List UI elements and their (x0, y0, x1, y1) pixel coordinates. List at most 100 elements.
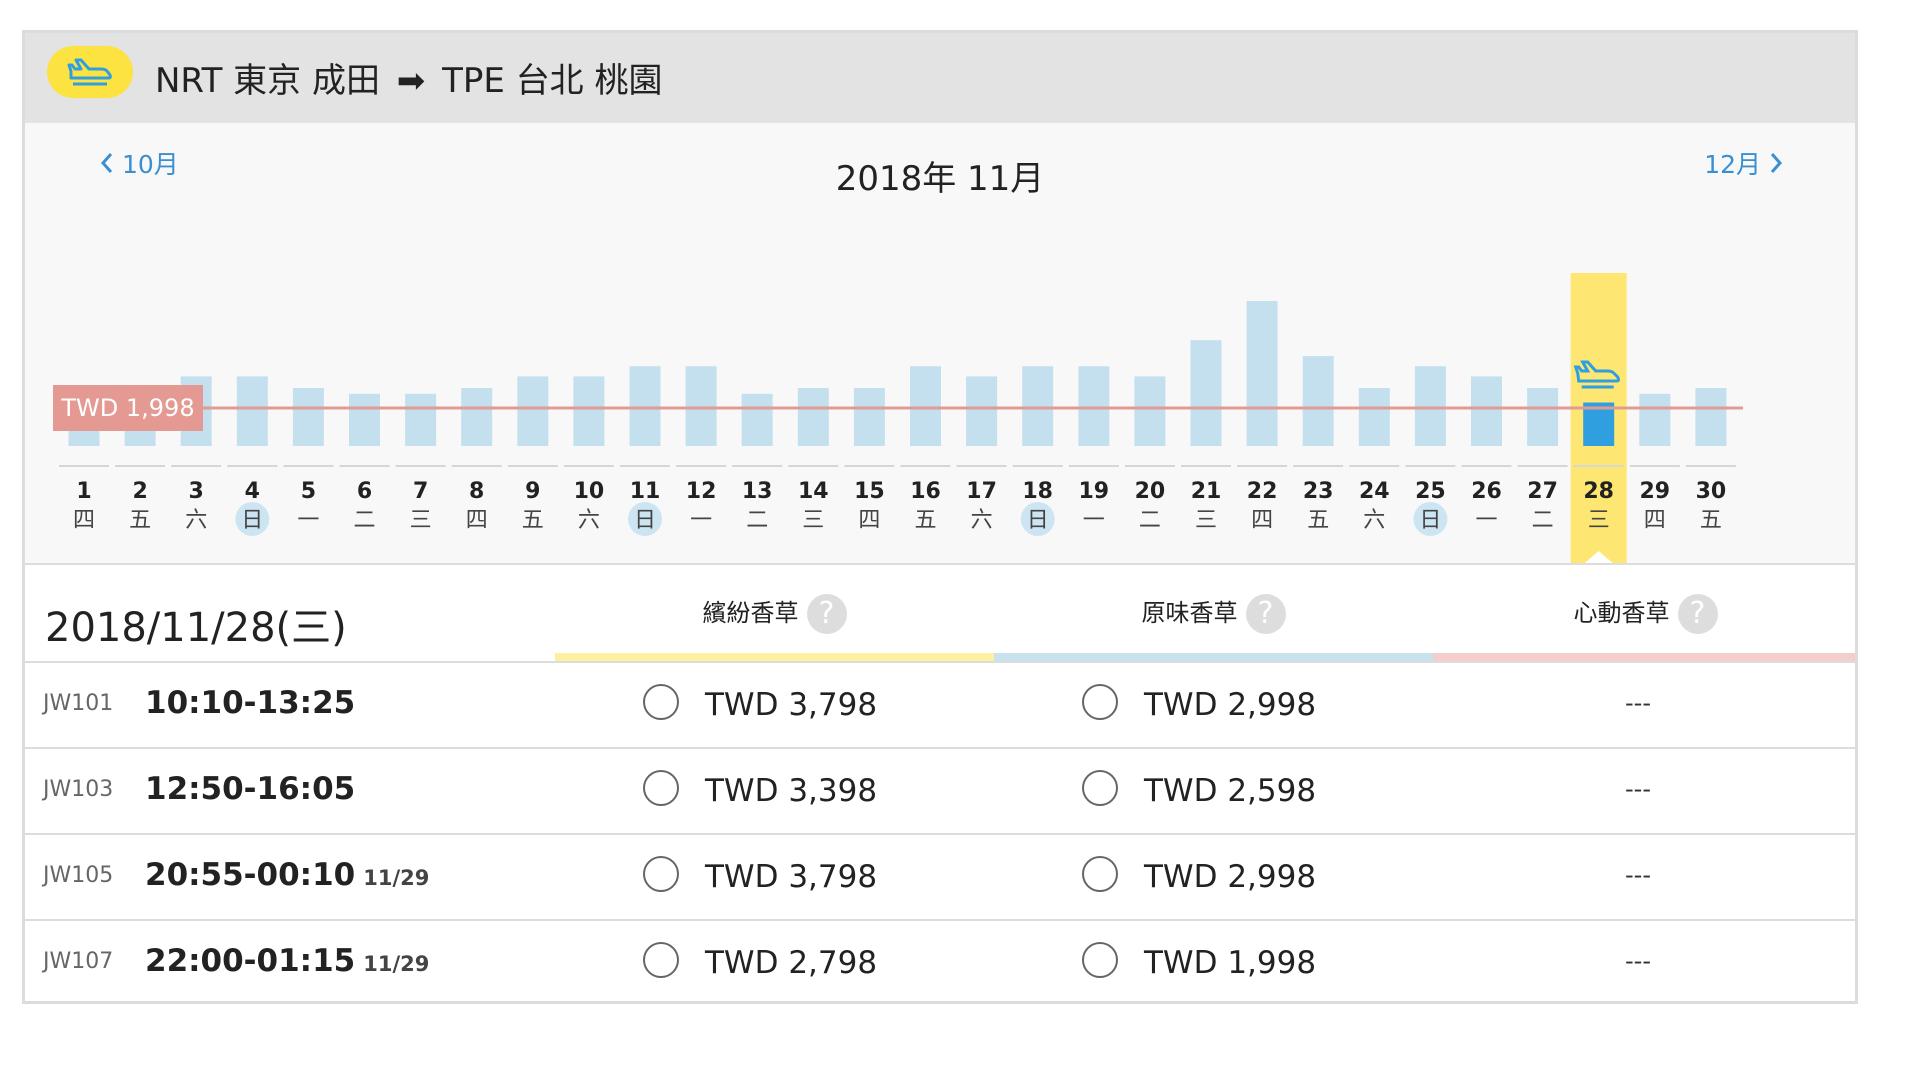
day-number: 1 (76, 479, 91, 504)
weekday-label: 四 (858, 508, 880, 533)
day-number: 26 (1471, 479, 1502, 504)
price-bar[interactable] (797, 388, 829, 446)
fare-price: TWD 2,998 (1144, 859, 1317, 895)
weekday-label: 日 (241, 508, 263, 533)
price-bar[interactable] (349, 393, 380, 446)
month-title: 2018年 11月 (835, 159, 1045, 199)
help-icon[interactable]: ? (806, 594, 847, 634)
price-bar[interactable] (1414, 366, 1446, 446)
day-number: 9 (525, 479, 540, 504)
prev-month-button[interactable]: 10月 (100, 145, 179, 181)
fare-radio[interactable] (1082, 684, 1118, 720)
weekday-label: 日 (1419, 508, 1441, 533)
price-bar[interactable] (1639, 393, 1671, 446)
fare-type-underline (1433, 653, 1855, 661)
price-bar[interactable] (1471, 376, 1502, 446)
price-bar[interactable] (966, 376, 998, 446)
fare-radio[interactable] (643, 770, 679, 806)
weekday-label: 六 (1363, 508, 1385, 533)
fare-radio[interactable] (1082, 942, 1118, 978)
day-number: 2 (132, 479, 147, 504)
next-month-button[interactable]: 12月 (1704, 145, 1783, 181)
weekday-label: 一 (690, 508, 712, 533)
price-bar[interactable] (405, 393, 437, 446)
day-number: 28 (1583, 479, 1614, 504)
flight-number: JW103 (43, 777, 114, 802)
day-number: 14 (798, 479, 829, 504)
sunday-marker (235, 502, 270, 536)
price-bar[interactable] (1695, 388, 1727, 446)
fare-radio[interactable] (1082, 770, 1118, 806)
route-arrow-icon: ➡ (396, 61, 426, 101)
chevron-right-icon (1770, 153, 1783, 173)
price-bar[interactable] (1246, 301, 1278, 446)
fare-radio[interactable] (1082, 856, 1118, 892)
flight-time-range: 12:50-16:05 (145, 771, 356, 807)
weekday-label: 五 (129, 508, 151, 533)
flight-time: 22:00-01:15 11/29 (145, 943, 429, 979)
day-number: 18 (1022, 479, 1053, 504)
flight-row: JW103 12:50-16:05 TWD 3,398 TWD 2,598 --… (25, 747, 1855, 833)
weekday-label: 三 (410, 508, 432, 533)
route-badge (47, 46, 133, 98)
price-bar-chart: 1 四 2 五 3 六 4 日 5 一 6 二 7 三 8 四 9 五 10 六 11 日 12 一 13 二 14 三 15 四 16 五 1… (53, 273, 1743, 563)
day-number: 20 (1135, 479, 1166, 504)
day-number: 21 (1191, 479, 1222, 504)
help-icon[interactable]: ? (1677, 594, 1718, 634)
day-number: 29 (1639, 479, 1670, 504)
day-number: 17 (966, 479, 997, 504)
dest-name: 台北 桃園 (515, 61, 663, 101)
price-bar[interactable] (517, 376, 549, 446)
day-number: 5 (301, 479, 316, 504)
help-icon[interactable]: ? (1245, 594, 1286, 634)
selected-date: 2018/11/28(三) (45, 605, 347, 651)
flight-row: JW105 20:55-00:10 11/29 TWD 3,798 TWD 2,9… (25, 833, 1855, 919)
price-bar[interactable] (910, 366, 941, 446)
day-number: 7 (413, 479, 428, 504)
fare-radio[interactable] (643, 942, 679, 978)
weekday-label: 四 (1251, 508, 1273, 533)
day-number: 19 (1078, 479, 1109, 504)
fare-radio[interactable] (643, 684, 679, 720)
price-bar[interactable] (629, 366, 661, 446)
flight-row: JW107 22:00-01:15 11/29 TWD 2,798 TWD 1,9… (25, 919, 1855, 1001)
price-bar[interactable] (236, 376, 268, 446)
origin-name: 東京 成田 (233, 61, 380, 101)
lowest-price-label: TWD 1,998 (60, 394, 194, 422)
price-bar[interactable] (1527, 388, 1559, 446)
chevron-left-icon (100, 153, 113, 173)
weekday-label: 五 (914, 508, 936, 533)
day-number: 22 (1247, 479, 1278, 504)
price-bar[interactable] (1583, 402, 1615, 447)
price-bar[interactable] (573, 376, 605, 446)
price-bar[interactable] (1190, 340, 1222, 446)
price-bar[interactable] (292, 388, 324, 446)
flight-time-range: 22:00-01:15 (145, 943, 356, 979)
fare-unavailable: --- (1625, 947, 1651, 975)
price-bar[interactable] (1078, 366, 1110, 446)
price-bar[interactable] (1022, 366, 1054, 446)
day-number: 30 (1696, 479, 1727, 504)
fare-price: TWD 3,798 (705, 687, 878, 723)
weekday-label: 一 (297, 508, 319, 533)
flight-number: JW107 (43, 949, 114, 974)
plane-icon (67, 58, 112, 86)
weekday-label: 二 (1532, 508, 1554, 533)
flight-time-range: 10:10-13:25 (145, 685, 356, 721)
fare-price: TWD 2,998 (1144, 687, 1317, 723)
day-number: 23 (1303, 479, 1334, 504)
price-bar[interactable] (853, 388, 885, 446)
price-bar[interactable] (741, 393, 773, 446)
fare-unavailable: --- (1625, 861, 1651, 889)
price-bar[interactable] (685, 366, 717, 446)
price-bar[interactable] (1302, 356, 1334, 446)
price-bar[interactable] (1358, 388, 1390, 446)
weekday-label: 三 (1588, 508, 1610, 533)
price-bar[interactable] (1134, 376, 1166, 446)
plane-icon (1573, 360, 1620, 383)
price-bar[interactable] (461, 388, 493, 446)
weekday-label: 一 (1475, 508, 1497, 533)
fare-radio[interactable] (643, 856, 679, 892)
fare-calendar: 10月 2018年 11月 12月 1 四 2 五 3 六 4 日 5 一 6 二 7 三 8 四 9 五 10 六 1… (25, 123, 1855, 563)
flight-time-range: 20:55-00:10 (145, 857, 356, 893)
